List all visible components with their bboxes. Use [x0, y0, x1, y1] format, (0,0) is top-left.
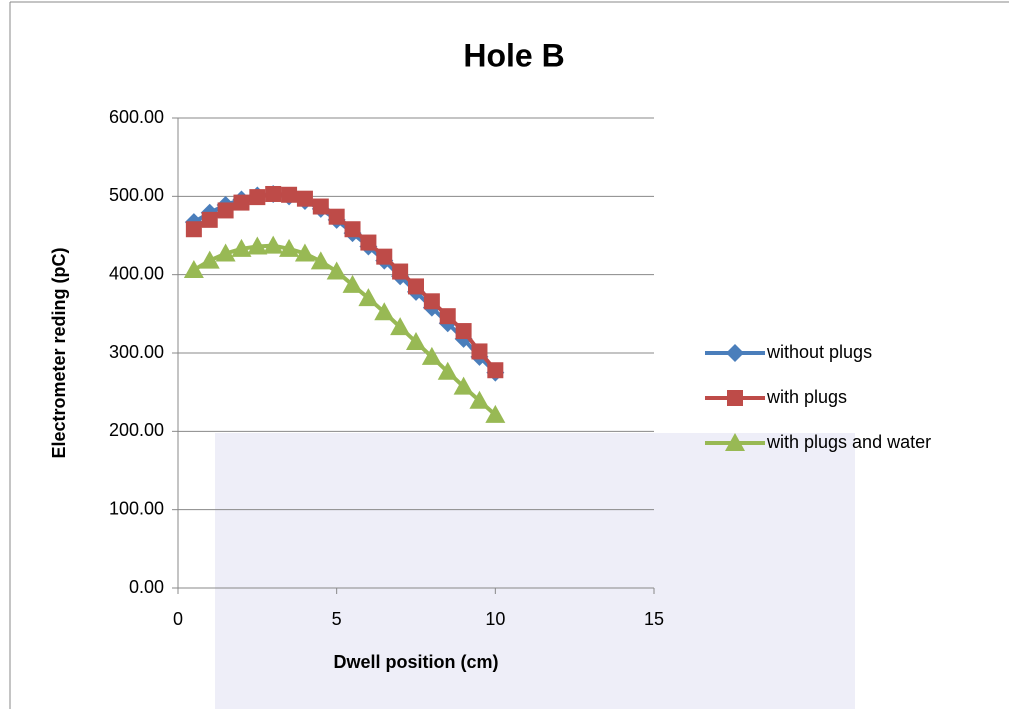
- x-axis-label: Dwell position (cm): [333, 652, 498, 672]
- marker: [421, 346, 442, 365]
- marker: [247, 236, 268, 255]
- marker: [296, 190, 313, 207]
- marker: [376, 248, 393, 265]
- marker: [263, 235, 284, 254]
- marker: [185, 221, 202, 238]
- marker: [344, 221, 361, 238]
- y-tick-label: 0.00: [129, 577, 164, 597]
- marker: [183, 259, 204, 278]
- x-tick-label: 15: [644, 609, 664, 629]
- marker: [406, 332, 426, 351]
- marker: [487, 362, 504, 379]
- marker: [358, 288, 379, 307]
- marker: [725, 433, 745, 451]
- marker: [217, 202, 234, 219]
- marker: [326, 261, 347, 280]
- marker: [390, 317, 411, 336]
- marker: [469, 390, 490, 409]
- marker: [231, 238, 252, 257]
- y-tick-label: 300.00: [109, 342, 164, 362]
- marker: [199, 250, 220, 269]
- y-tick-label: 600.00: [109, 107, 164, 127]
- y-tick-label: 500.00: [109, 185, 164, 205]
- marker: [439, 308, 456, 325]
- marker: [727, 390, 743, 406]
- x-tick-label: 10: [485, 609, 505, 629]
- marker: [392, 263, 409, 280]
- marker: [281, 186, 298, 203]
- marker: [360, 234, 377, 251]
- marker: [312, 198, 329, 215]
- y-tick-label: 400.00: [109, 263, 164, 283]
- marker: [294, 243, 315, 262]
- marker: [453, 376, 474, 395]
- marker: [408, 278, 424, 295]
- marker: [249, 189, 266, 206]
- marker: [437, 361, 458, 380]
- x-tick-label: 5: [332, 609, 342, 629]
- y-tick-label: 100.00: [109, 498, 164, 518]
- marker: [485, 404, 506, 423]
- marker: [310, 251, 331, 270]
- chart-title: Hole B: [463, 37, 564, 73]
- watermark: [215, 433, 855, 709]
- marker: [471, 343, 488, 360]
- y-tick-label: 200.00: [109, 420, 164, 440]
- marker: [279, 238, 300, 257]
- marker: [455, 323, 472, 340]
- marker: [328, 208, 345, 225]
- marker: [265, 185, 282, 202]
- marker: [215, 243, 236, 262]
- x-tick-label: 0: [173, 609, 183, 629]
- y-axis-label: Electrometer reding (pC): [49, 247, 69, 458]
- legend-label: without plugs: [766, 342, 872, 362]
- marker: [233, 194, 250, 211]
- marker: [423, 293, 440, 310]
- marker: [201, 211, 218, 228]
- legend-label: with plugs and water: [766, 432, 931, 452]
- legend-label: with plugs: [766, 387, 847, 407]
- marker: [726, 344, 744, 362]
- marker: [342, 274, 363, 293]
- marker: [374, 302, 395, 321]
